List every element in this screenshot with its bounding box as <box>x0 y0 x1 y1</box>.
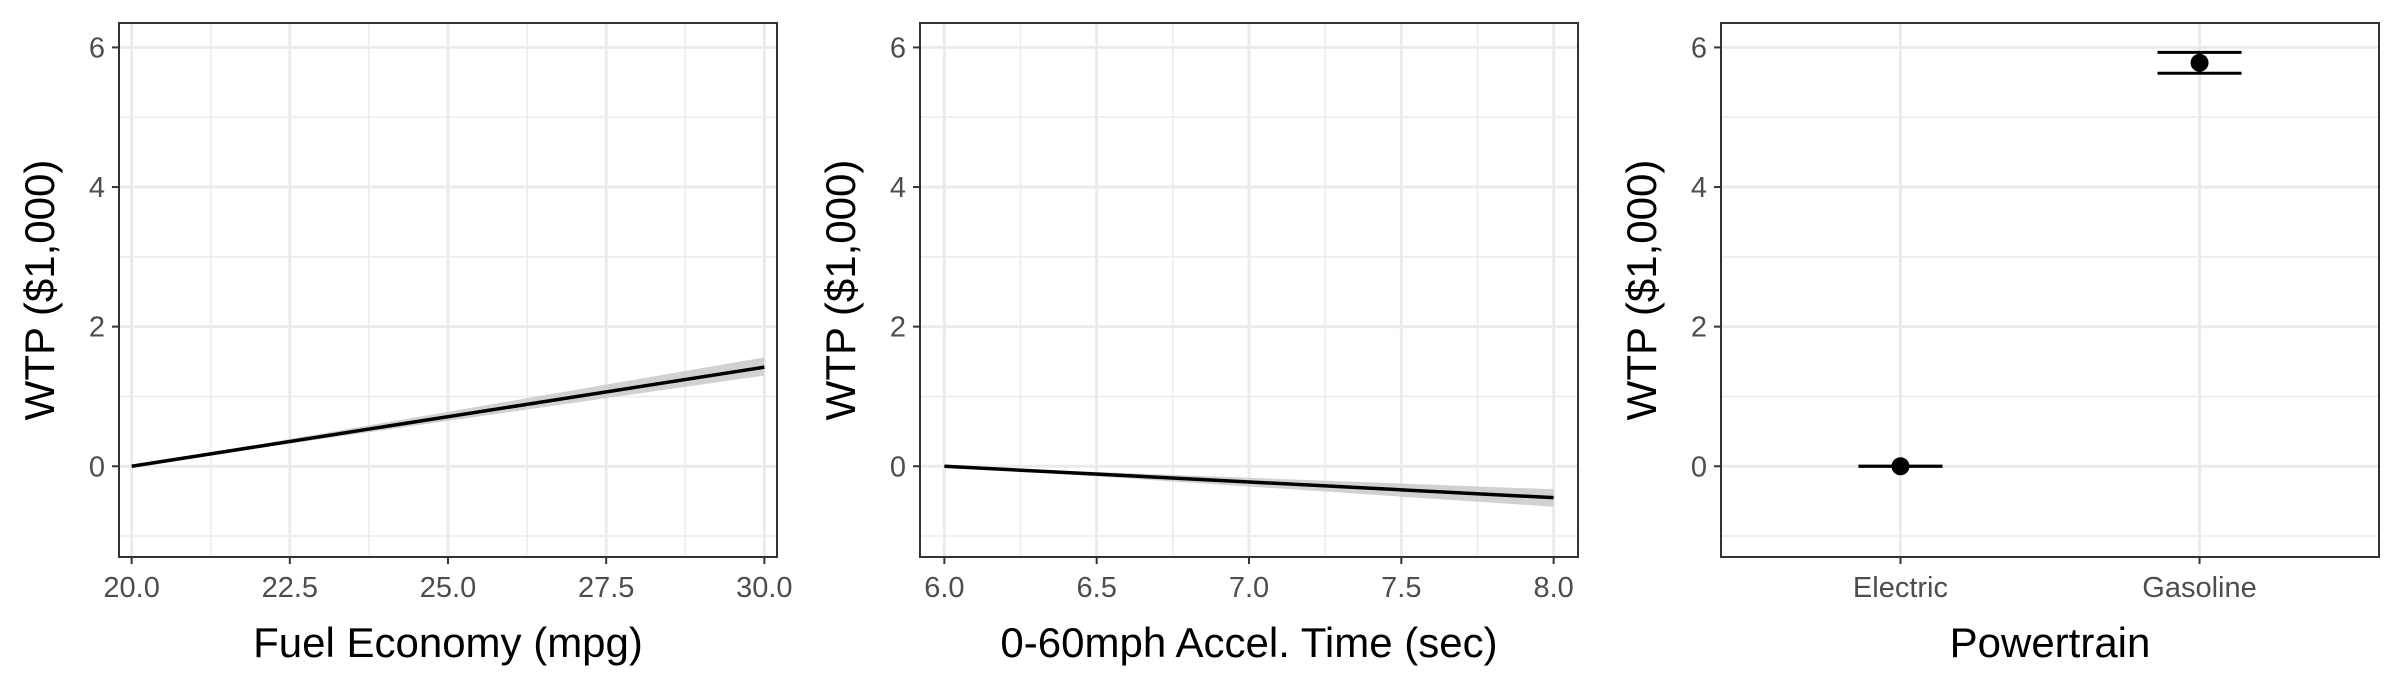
panel-border <box>1720 22 2380 558</box>
wtp-point <box>1891 457 1910 476</box>
x-tick-label: 25.0 <box>420 572 476 604</box>
y-axis-title: WTP ($1,000) <box>16 160 63 421</box>
wtp-line <box>131 365 765 468</box>
y-tick-label: 4 <box>89 172 105 204</box>
y-tick-label: 2 <box>890 312 906 344</box>
y-tick-label: 2 <box>1691 312 1707 344</box>
wtp-line <box>944 464 1554 500</box>
y-tick-label: 6 <box>1691 32 1707 64</box>
x-tick-label: 20.0 <box>103 572 159 604</box>
x-tick-label: Electric <box>1853 572 1948 604</box>
x-tick-label: 27.5 <box>578 572 634 604</box>
y-tick-label: 4 <box>1691 172 1707 204</box>
x-tick-label: 30.0 <box>736 572 792 604</box>
y-tick-label: 6 <box>890 32 906 64</box>
wtp-point <box>2190 53 2209 72</box>
x-axis-title: Powertrain <box>1950 619 2151 666</box>
y-tick-label: 4 <box>890 172 906 204</box>
x-tick-label: Gasoline <box>2142 572 2256 604</box>
y-tick-label: 0 <box>1691 451 1707 483</box>
y-tick-label: 0 <box>890 451 906 483</box>
x-axis-title: Fuel Economy (mpg) <box>253 619 643 666</box>
y-tick-label: 6 <box>89 32 105 64</box>
x-tick-label: 7.0 <box>1229 572 1269 604</box>
confidence-ribbon <box>131 357 765 467</box>
y-axis-title: WTP ($1,000) <box>817 160 864 421</box>
fuel-economy-panel: 20.0 22.5 25.0 27.5 30.0 0 2 4 6 Fuel Economy (mp… <box>16 22 793 666</box>
y-tick-label: 2 <box>89 312 105 344</box>
y-tick-label: 0 <box>89 451 105 483</box>
x-tick-label: 8.0 <box>1533 572 1573 604</box>
powertrain-panel: Electric Gasoline 0 2 4 6 Powertrain WTP ($1,00… <box>1618 22 2380 666</box>
x-tick-label: 7.5 <box>1381 572 1421 604</box>
acceleration-panel: 6.0 6.5 7.0 7.5 8.0 0 2 4 6 0-60mph Accel. Time (… <box>817 22 1579 666</box>
confidence-ribbon <box>944 466 1554 507</box>
x-tick-label: 22.5 <box>262 572 318 604</box>
x-tick-label: 6.5 <box>1077 572 1117 604</box>
x-axis-title: 0-60mph Accel. Time (sec) <box>1000 619 1497 666</box>
y-axis-title: WTP ($1,000) <box>1618 160 1665 421</box>
x-tick-label: 6.0 <box>924 572 964 604</box>
